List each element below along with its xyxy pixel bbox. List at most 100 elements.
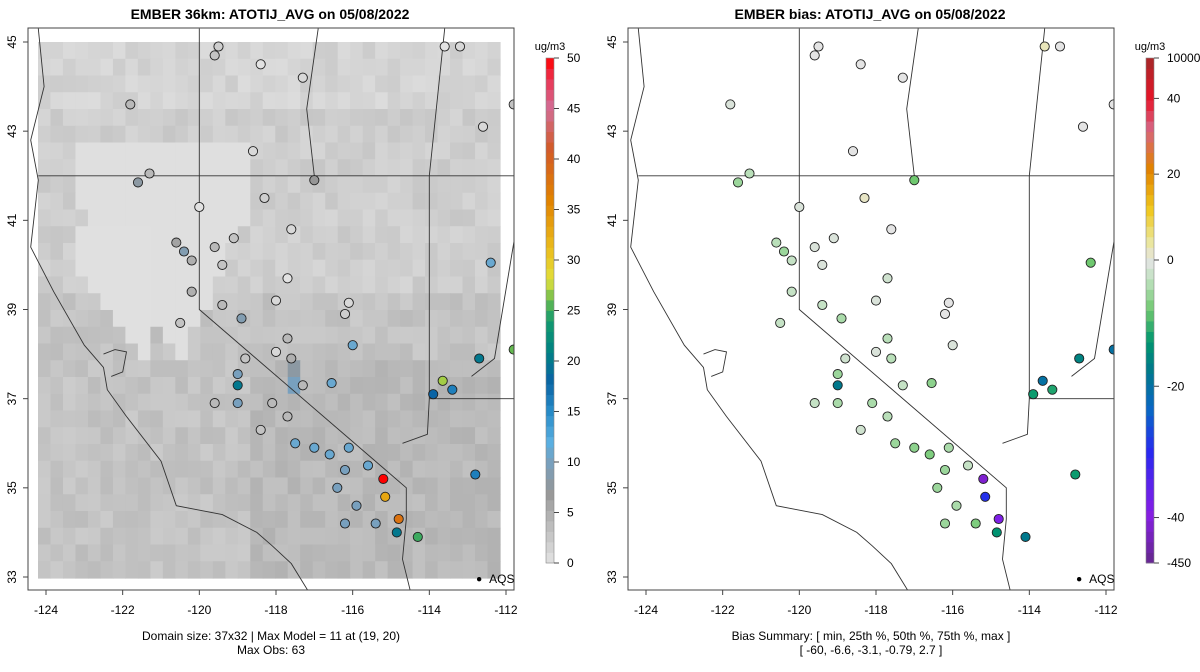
grid-cell xyxy=(100,109,114,127)
grid-cell xyxy=(425,42,439,60)
y-tick-label: 41 xyxy=(5,213,19,227)
grid-cell xyxy=(275,226,289,244)
grid-cell xyxy=(137,42,151,60)
grid-cell xyxy=(212,343,226,361)
grid-cell xyxy=(337,243,351,261)
station-marker xyxy=(347,340,358,351)
grid-cell xyxy=(212,226,226,244)
grid-cell xyxy=(362,259,376,278)
grid-cell xyxy=(287,142,301,160)
ut-id-border xyxy=(428,28,446,176)
grid-cell xyxy=(387,477,401,495)
grid-cell xyxy=(362,377,376,395)
grid-cell xyxy=(475,58,489,77)
grid-cell xyxy=(237,494,251,512)
grid-cell xyxy=(337,125,351,144)
station-marker xyxy=(939,308,951,320)
grid-cell xyxy=(75,343,89,361)
grid-cell xyxy=(225,276,239,294)
grid-cell xyxy=(212,310,226,328)
grid-cell xyxy=(125,42,139,60)
grid-cell xyxy=(137,561,151,579)
grid-cell xyxy=(112,343,127,361)
grid-cell xyxy=(462,410,476,428)
grid-cell xyxy=(100,293,114,311)
grid-cell xyxy=(187,527,201,546)
grid-cell xyxy=(100,58,114,77)
grid-cell xyxy=(237,109,251,127)
grid-cell xyxy=(237,259,251,278)
grid-cell xyxy=(387,460,401,479)
grid-cell xyxy=(225,109,239,127)
grid-cell xyxy=(300,243,314,261)
colorbar-swatch xyxy=(546,121,554,133)
grid-cell xyxy=(462,360,476,378)
grid-cell xyxy=(237,326,251,345)
grid-cell xyxy=(400,276,414,294)
grid-cell xyxy=(400,109,414,127)
grid-cell xyxy=(287,192,301,211)
grid-cell xyxy=(225,259,239,278)
grid-cell xyxy=(487,125,501,144)
grid-cell xyxy=(262,75,276,93)
colorbar-swatch xyxy=(1146,289,1154,301)
grid-cell xyxy=(125,259,139,278)
colorbar-tick-label: 0 xyxy=(1167,253,1174,267)
grid-cell xyxy=(350,544,364,562)
grid-cell xyxy=(487,293,501,311)
grid-cell xyxy=(287,109,301,127)
station-marker xyxy=(326,378,337,389)
grid-cell xyxy=(412,326,426,345)
grid-cell xyxy=(437,226,451,244)
grid-cell xyxy=(150,360,164,378)
grid-cell xyxy=(237,527,251,546)
grid-cell xyxy=(400,125,414,144)
grid-cell xyxy=(125,494,139,512)
grid-cell xyxy=(237,125,251,144)
station-marker xyxy=(1054,41,1066,52)
grid-cell xyxy=(112,159,127,177)
grid-cell xyxy=(450,527,464,546)
grid-cell xyxy=(362,444,376,462)
grid-cell xyxy=(100,243,114,261)
grid-cell xyxy=(150,176,164,194)
grid-cell xyxy=(200,377,214,395)
station-marker xyxy=(339,308,351,320)
grid-cell xyxy=(362,561,376,579)
grid-cell xyxy=(187,142,201,160)
grid-cell xyxy=(237,444,251,462)
colorbar-swatch xyxy=(1146,520,1154,532)
grid-cell xyxy=(262,561,276,579)
grid-cell xyxy=(225,176,239,194)
grid-cell xyxy=(462,42,476,60)
grid-cell xyxy=(112,92,127,110)
colorbar-swatch xyxy=(546,331,554,343)
grid-cell xyxy=(362,142,376,160)
grid-cell xyxy=(87,377,102,395)
grid-cell xyxy=(137,310,151,328)
grid-cell xyxy=(100,310,114,328)
station-marker xyxy=(1070,469,1081,480)
grid-cell xyxy=(38,377,52,395)
station-marker xyxy=(886,353,897,364)
colorbar-swatch xyxy=(546,363,554,375)
bay-outline xyxy=(103,349,128,377)
grid-cell xyxy=(250,293,264,311)
colorbar-swatch xyxy=(1146,68,1154,80)
grid-cell xyxy=(425,310,439,328)
grid-cell xyxy=(150,494,164,512)
grid-cell xyxy=(325,58,339,77)
grid-cell xyxy=(225,310,239,328)
grid-cell xyxy=(487,176,501,194)
grid-cell xyxy=(300,477,314,495)
grid-cell xyxy=(287,393,301,412)
grid-cell xyxy=(312,561,326,579)
grid-cell xyxy=(425,360,439,378)
grid-cell xyxy=(300,460,314,479)
grid-cell xyxy=(187,544,201,562)
station-marker xyxy=(343,442,354,453)
grid-cell xyxy=(225,293,239,311)
grid-cell xyxy=(212,276,226,294)
grid-cell xyxy=(350,360,364,378)
colorbar-swatch xyxy=(1146,541,1154,553)
